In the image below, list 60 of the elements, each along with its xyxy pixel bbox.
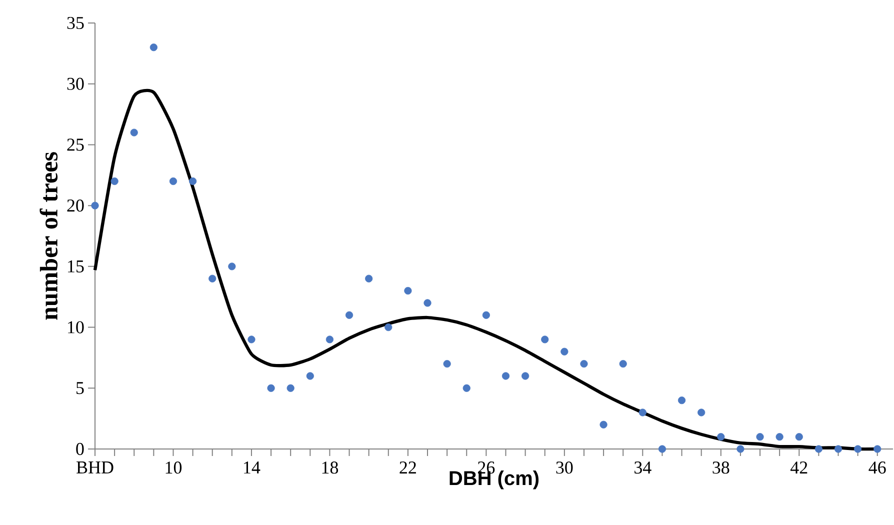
x-tick-label: 30 (556, 462, 573, 474)
x-tick-label: BHD (76, 462, 114, 474)
x-tick-label: 22 (400, 462, 416, 474)
point (580, 360, 588, 368)
x-tick-label: 10 (166, 462, 182, 474)
x-tick-label: 42 (790, 462, 808, 474)
point (502, 372, 510, 380)
y-axis-title: number of trees (40, 152, 58, 320)
point (228, 262, 236, 270)
x-tick-label: 34 (634, 462, 652, 474)
x-tick-label: 46 (868, 462, 886, 474)
point (717, 433, 725, 441)
point (638, 408, 646, 416)
x-tick-label: 18 (322, 462, 338, 474)
point (522, 372, 530, 380)
point (248, 336, 256, 344)
point (306, 372, 314, 380)
point (698, 408, 706, 416)
point (443, 360, 451, 368)
point (110, 177, 118, 186)
point (345, 311, 354, 319)
point (169, 177, 178, 186)
point (404, 286, 412, 295)
x-tick-label: 14 (244, 462, 260, 474)
point (776, 433, 784, 441)
point (560, 348, 568, 356)
point (619, 360, 627, 368)
point (424, 299, 432, 307)
point (188, 177, 197, 186)
point (384, 323, 392, 332)
y-tick-label: 10 (68, 321, 84, 334)
point (756, 433, 764, 441)
point (326, 336, 334, 344)
point (600, 420, 608, 428)
point (795, 433, 803, 441)
y-tick-label: 35 (67, 16, 84, 30)
point (541, 336, 549, 344)
y-tick-label: 0 (76, 442, 84, 456)
x-tick-label: 38 (712, 462, 730, 474)
y-tick-label: 15 (68, 260, 84, 272)
point (874, 445, 882, 453)
point (267, 384, 275, 392)
point (834, 445, 842, 453)
point (482, 311, 490, 319)
point (91, 202, 99, 210)
point (814, 445, 822, 453)
point (658, 445, 666, 453)
y-tick-label: 20 (67, 200, 84, 212)
point (854, 445, 862, 453)
point (736, 445, 744, 453)
point (286, 384, 294, 392)
point (130, 128, 138, 136)
y-tick-label: 25 (67, 138, 84, 151)
point (150, 44, 158, 52)
point (365, 274, 373, 282)
point (208, 274, 216, 282)
y-tick-label: 5 (76, 382, 84, 394)
y-tick-label: 30 (67, 78, 84, 90)
point (678, 396, 686, 404)
point (462, 384, 470, 392)
